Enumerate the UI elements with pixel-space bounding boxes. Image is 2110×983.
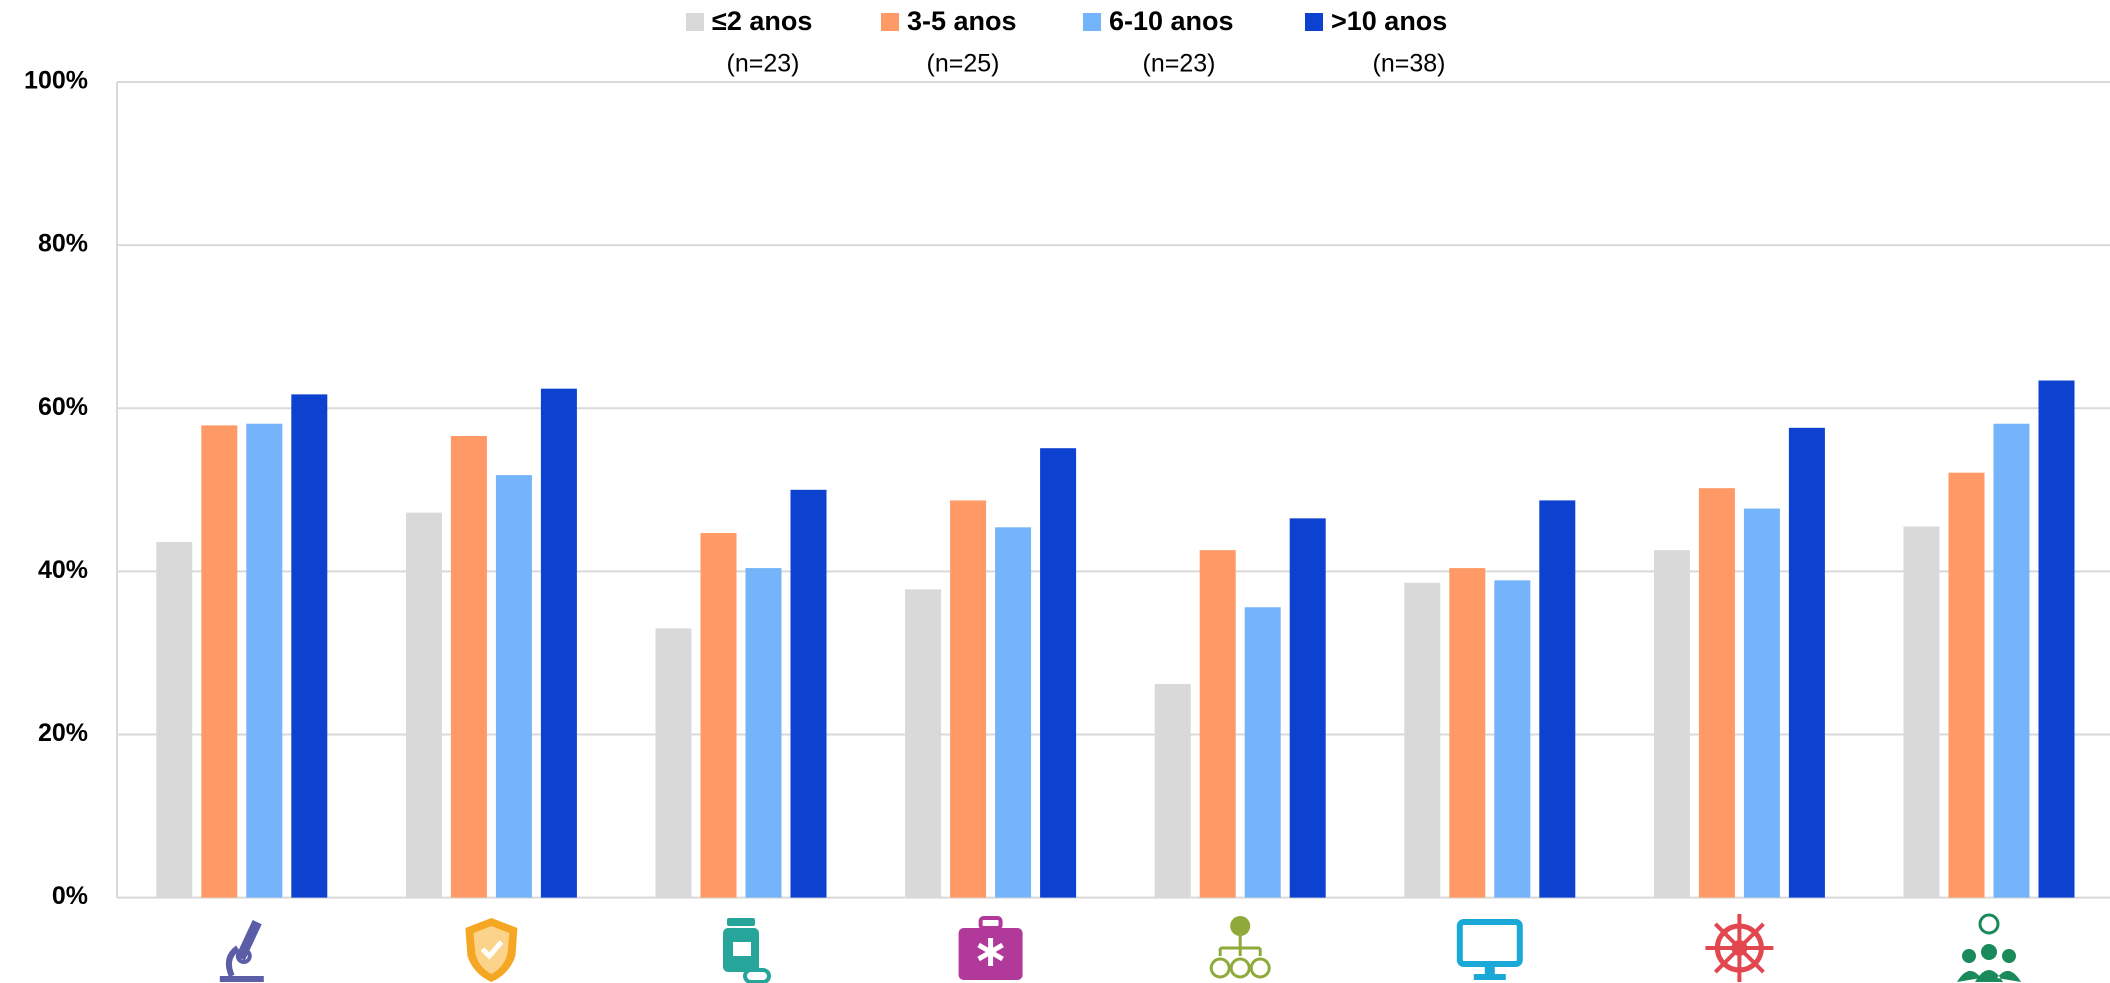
bar xyxy=(1948,472,1985,898)
icon-part xyxy=(1957,970,2021,982)
icon-part xyxy=(1209,957,1231,979)
icon-part xyxy=(225,945,240,978)
bar xyxy=(995,527,1032,898)
bar xyxy=(905,589,942,898)
bar xyxy=(1199,550,1236,898)
category-icon xyxy=(465,918,518,982)
bar xyxy=(950,500,987,898)
legend-swatch xyxy=(881,13,899,31)
bar xyxy=(1040,448,1077,898)
icon-part xyxy=(1249,957,1271,979)
legend-label: 6-10 anos xyxy=(1109,6,1234,36)
y-tick-label: 0% xyxy=(52,882,88,910)
legend-label: ≤2 anos xyxy=(712,6,812,36)
legend-label: 3-5 anos xyxy=(907,6,1017,36)
bar xyxy=(1993,423,2030,898)
category-icon xyxy=(219,919,264,982)
legend-sample: (n=38) xyxy=(1373,50,1446,78)
category-icon xyxy=(1456,919,1523,980)
bar xyxy=(745,568,782,898)
bar xyxy=(700,533,737,898)
category-icon xyxy=(958,916,1023,980)
icon-part xyxy=(480,940,504,960)
icon-part xyxy=(1484,964,1495,974)
bar xyxy=(1289,518,1326,898)
icon-part xyxy=(1230,916,1251,936)
legend-swatch xyxy=(686,13,704,31)
icon-part xyxy=(1737,922,1765,950)
legend-swatch xyxy=(1083,13,1101,31)
y-tick-label: 40% xyxy=(38,556,88,584)
bar xyxy=(405,512,442,898)
bar xyxy=(1788,427,1825,898)
icon-part xyxy=(219,976,264,982)
bar xyxy=(1539,500,1576,898)
bar xyxy=(201,425,238,898)
bar xyxy=(291,394,328,898)
icon-part xyxy=(235,948,252,964)
bar xyxy=(1449,568,1486,898)
bar xyxy=(540,388,577,898)
icon-part xyxy=(1473,974,1506,980)
y-tick-label: 20% xyxy=(38,719,88,747)
icon-part xyxy=(743,968,771,983)
bar xyxy=(1903,526,1940,898)
bar xyxy=(1698,488,1735,898)
bar xyxy=(1244,607,1281,898)
bar xyxy=(156,541,193,898)
bar xyxy=(1154,683,1191,898)
legend-swatch xyxy=(1305,13,1323,31)
category-icon xyxy=(1705,914,1774,982)
bar xyxy=(1404,582,1441,898)
icon-part xyxy=(1456,919,1523,967)
legend-label: >10 anos xyxy=(1331,6,1447,36)
icon-part xyxy=(1978,913,2000,935)
y-tick-label: 80% xyxy=(38,230,88,258)
bar xyxy=(1743,508,1780,898)
icon-part xyxy=(1981,944,1997,960)
icon-part xyxy=(1713,946,1741,974)
bar xyxy=(1653,550,1690,898)
category-icon xyxy=(1957,913,2021,982)
bar xyxy=(2038,380,2075,898)
category-icon xyxy=(1209,916,1271,979)
legend-sample: (n=23) xyxy=(727,50,800,78)
icon-part xyxy=(733,942,751,956)
bar xyxy=(655,628,692,898)
bar xyxy=(450,435,487,898)
icon-part xyxy=(978,916,1003,930)
legend-sample: (n=23) xyxy=(1143,50,1216,78)
y-tick-label: 60% xyxy=(38,393,88,421)
icon-part xyxy=(1713,922,1741,950)
bar xyxy=(495,475,532,898)
icon-part xyxy=(1737,946,1765,974)
bar xyxy=(1494,580,1531,898)
y-tick-label: 100% xyxy=(24,67,88,95)
icon-part xyxy=(1229,957,1251,979)
icon-part xyxy=(2002,949,2016,963)
legend-sample: (n=25) xyxy=(927,50,1000,78)
icon-part xyxy=(1218,936,1262,956)
bar xyxy=(246,423,283,898)
icon-part xyxy=(977,938,1004,966)
icon-part xyxy=(1962,949,1976,963)
icon-part xyxy=(727,918,755,926)
bar xyxy=(790,489,827,898)
category-icon xyxy=(723,918,771,983)
